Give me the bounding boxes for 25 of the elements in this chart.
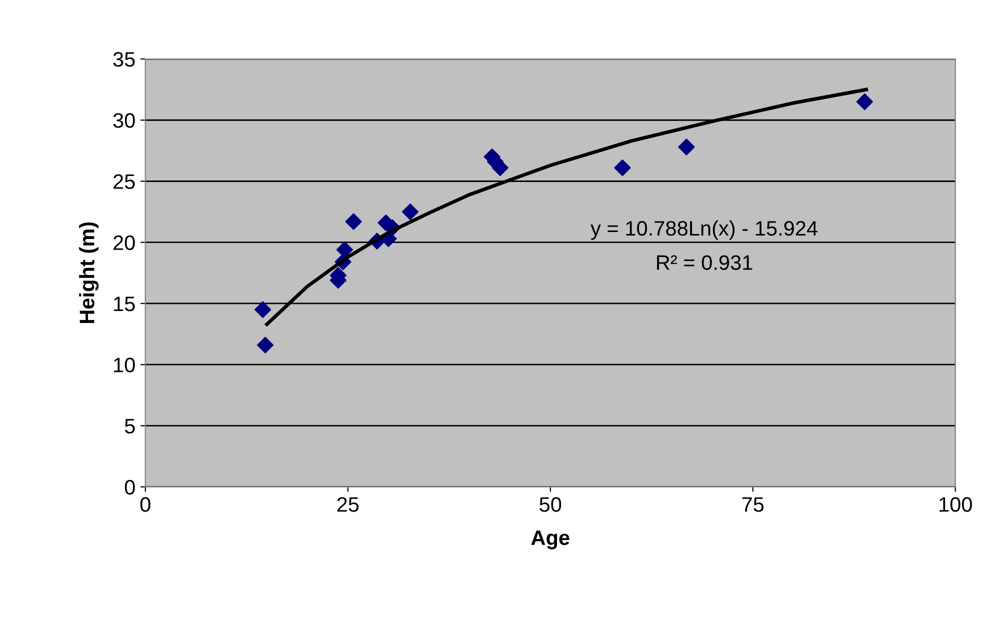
point: [336, 241, 353, 258]
y-tick-label: 20: [114, 235, 135, 250]
point: [345, 213, 362, 230]
x-axis-title: Age: [531, 530, 570, 550]
x-tick-label: 25: [337, 497, 359, 512]
y-tick-label: 5: [124, 418, 135, 434]
point: [256, 336, 274, 354]
x-tick-label: 50: [540, 497, 562, 512]
point: [402, 204, 419, 220]
annotation: y = 10.788Ln(x) - 15.924: [590, 220, 818, 240]
point: [254, 301, 272, 318]
y-tick-label: 0: [124, 480, 135, 495]
y-tick-label: 30: [113, 113, 135, 128]
point: [678, 138, 695, 156]
y-tick-label: 35: [113, 52, 135, 67]
y-tick-label: 10: [114, 358, 135, 372]
x-tick-label: 75: [742, 497, 764, 512]
point: [856, 93, 873, 110]
y-axis-title: Height (m): [79, 222, 99, 324]
x-tick-label: 0: [140, 497, 150, 512]
x-tick-label: 100: [940, 497, 972, 512]
point: [614, 159, 631, 176]
y-tick-label: 25: [114, 174, 135, 189]
y-tick-label: 15: [114, 296, 135, 312]
annotation: R² = 0.931: [657, 255, 752, 270]
